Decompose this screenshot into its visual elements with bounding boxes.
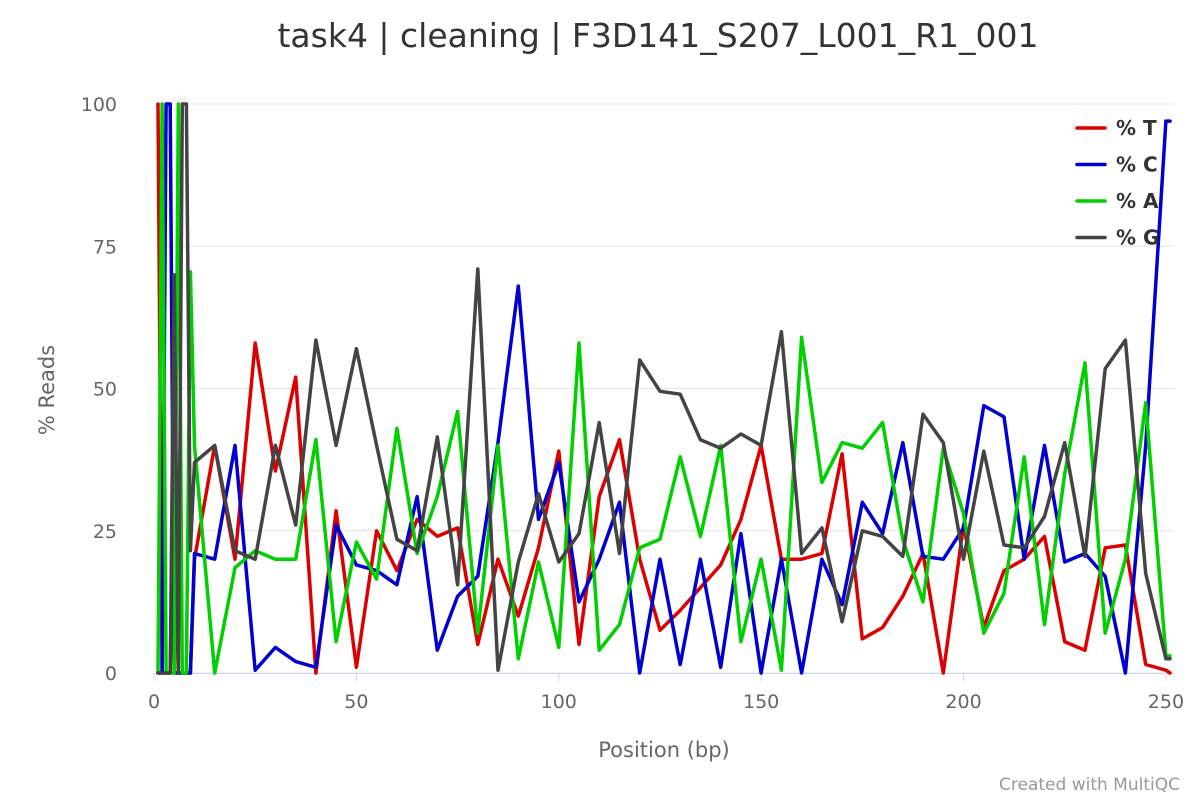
legend-item-1[interactable]: % C: [1075, 153, 1158, 177]
series-line-1[interactable]: [156, 102, 1172, 675]
series-line-2[interactable]: [156, 102, 1172, 675]
x-axis-label: Position (bp): [598, 738, 730, 762]
x-tick-label: 150: [743, 691, 779, 713]
legend-item-2[interactable]: % A: [1075, 189, 1159, 213]
series-lines: [156, 102, 1172, 675]
x-tick-label: 0: [148, 691, 160, 713]
y-tick-label: 75: [93, 236, 117, 258]
credit-text[interactable]: Created with MultiQC: [999, 775, 1180, 795]
legend-label: % G: [1116, 226, 1159, 250]
legend[interactable]: % T % C % A % G: [1075, 116, 1159, 250]
x-tick-label: 250: [1148, 691, 1184, 713]
legend-item-0[interactable]: % T: [1075, 116, 1157, 140]
legend-label: % T: [1116, 116, 1157, 140]
legend-label: % C: [1116, 153, 1158, 177]
y-tick-label: 100: [81, 94, 117, 116]
legend-item-3[interactable]: % G: [1075, 226, 1159, 250]
x-tick-label: 100: [541, 691, 577, 713]
legend-label: % A: [1116, 189, 1159, 213]
y-axis-ticks: 0 25 50 75 100: [81, 94, 117, 685]
series-line-0[interactable]: [156, 102, 1172, 675]
chart-title: task4 | cleaning | F3D141_S207_L001_R1_0…: [277, 16, 1038, 55]
y-tick-label: 0: [105, 663, 117, 685]
y-tick-label: 50: [93, 379, 117, 401]
x-tick-label: 50: [344, 691, 368, 713]
y-axis-label: % Reads: [35, 345, 59, 435]
y-tick-label: 25: [93, 521, 117, 543]
series-line-3[interactable]: [156, 102, 1172, 675]
x-axis-ticks: 0 50 100 150 200 250: [148, 673, 1184, 713]
x-tick-label: 200: [945, 691, 981, 713]
